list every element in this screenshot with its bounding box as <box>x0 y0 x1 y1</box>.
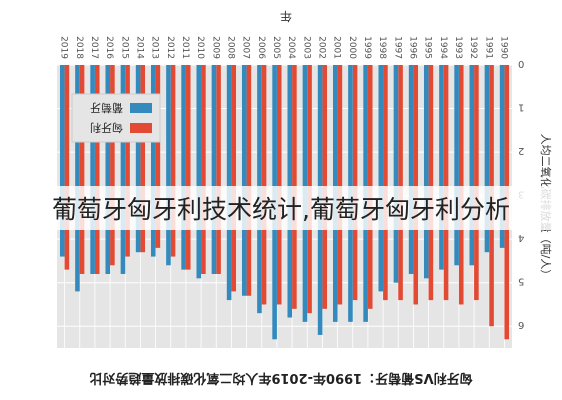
bar-hungary-2001 <box>337 65 343 305</box>
bar-hungary-2016 <box>110 65 115 266</box>
x-tick-label: 2014 <box>134 36 144 59</box>
bar-hungary-1993 <box>458 65 464 305</box>
x-tick-label: 2001 <box>332 36 342 59</box>
x-tick-label: 1990 <box>498 36 508 59</box>
bar-hungary-2012 <box>170 65 176 257</box>
bar-portugal-2015 <box>120 65 126 274</box>
bar-hungary-2018 <box>79 65 85 274</box>
bar-hungary-1998 <box>383 65 388 301</box>
x-tick-label: 2016 <box>104 36 114 59</box>
bar-portugal-2009 <box>211 65 217 274</box>
bar-portugal-1991 <box>484 65 490 253</box>
bar-hungary-2007 <box>246 65 252 296</box>
bar-hungary-1997 <box>398 65 403 301</box>
bar-hungary-2015 <box>125 65 130 257</box>
bar-portugal-1996 <box>408 65 414 274</box>
bar-hungary-1995 <box>428 65 434 301</box>
y-tick-label: 4 <box>518 232 524 243</box>
x-axis-label: 年 <box>280 9 292 23</box>
x-tick-label: 2010 <box>195 36 205 59</box>
bar-portugal-2007 <box>241 65 247 296</box>
bar-hungary-2005 <box>276 65 282 305</box>
x-tick-label: 1991 <box>483 36 493 59</box>
bar-portugal-1993 <box>454 65 459 266</box>
x-tick-label: 1992 <box>468 36 478 59</box>
bar-portugal-2008 <box>226 65 232 301</box>
bar-portugal-2019 <box>59 65 65 257</box>
x-tick-label: 2009 <box>210 36 220 59</box>
bar-portugal-1997 <box>393 65 399 283</box>
y-tick-label: 0 <box>518 58 524 69</box>
legend-label-2: 葡萄牙 <box>90 101 123 114</box>
bar-portugal-2013 <box>150 65 156 257</box>
watermark-banner <box>0 186 562 230</box>
bar-hungary-2014 <box>140 65 146 253</box>
bar-hungary-1994 <box>443 65 449 301</box>
legend: 匈牙利 葡萄牙 <box>71 93 161 143</box>
bar-portugal-2017 <box>90 65 95 274</box>
bar-portugal-2018 <box>75 65 80 292</box>
bar-portugal-2012 <box>166 65 171 266</box>
chart-title: 匈牙利VS葡萄牙：1990年-2019年人均二氧化碳排放量趋势对比 <box>89 370 472 386</box>
x-tick-label: 1998 <box>377 36 387 59</box>
x-tick-label: 1995 <box>423 36 433 59</box>
x-tick-label: 2004 <box>286 36 296 59</box>
x-tick-label: 2008 <box>225 36 235 59</box>
bar-hungary-2019 <box>64 65 70 270</box>
bar-hungary-2011 <box>185 65 191 270</box>
legend-box <box>71 93 161 143</box>
x-tick-label: 2005 <box>271 36 281 59</box>
x-tick-label: 2007 <box>241 36 251 59</box>
x-tick-label: 1997 <box>392 36 402 59</box>
legend-label-1: 匈牙利 <box>90 121 123 135</box>
x-tick-label: 1993 <box>453 36 463 59</box>
bar-hungary-2013 <box>155 65 161 248</box>
bar-portugal-2016 <box>105 65 111 274</box>
bar-hungary-2000 <box>352 65 358 301</box>
bar-portugal-2014 <box>135 65 141 253</box>
bar-portugal-2010 <box>196 65 202 279</box>
x-tick-label: 2015 <box>119 36 129 59</box>
bar-hungary-1992 <box>474 65 479 301</box>
y-tick-label: 5 <box>518 276 524 287</box>
x-tick-label: 1996 <box>407 36 417 59</box>
bar-portugal-1992 <box>469 65 475 266</box>
x-tick-label: 1994 <box>438 36 448 59</box>
y-tick-label: 6 <box>518 319 524 330</box>
bar-portugal-2011 <box>181 65 186 270</box>
tick-labels: 0123456199019911992199319941995199619971… <box>59 36 525 330</box>
x-tick-label: 2019 <box>59 36 69 59</box>
legend-swatch-1 <box>130 123 152 133</box>
bar-portugal-1998 <box>378 65 384 292</box>
x-tick-label: 2018 <box>74 36 84 59</box>
y-tick-label: 2 <box>518 145 524 156</box>
x-tick-label: 1999 <box>362 36 372 59</box>
bar-hungary-2017 <box>94 65 100 274</box>
bar-portugal-1995 <box>423 65 429 279</box>
x-tick-label: 2000 <box>347 36 357 59</box>
x-tick-label: 2003 <box>301 36 311 59</box>
bar-portugal-1994 <box>439 65 444 270</box>
bar-hungary-1996 <box>413 65 419 305</box>
x-tick-label: 2013 <box>150 36 160 59</box>
x-tick-label: 2006 <box>256 36 266 59</box>
legend-swatch-2 <box>130 103 152 113</box>
x-tick-label: 2012 <box>165 36 175 59</box>
bar-hungary-2006 <box>261 65 267 305</box>
bar-hungary-2010 <box>201 65 206 274</box>
x-tick-label: 2017 <box>89 36 99 59</box>
overlay-caption: 葡萄牙匈牙利技术统计,葡萄牙匈牙利分析 <box>52 195 510 224</box>
x-tick-label: 2011 <box>180 36 190 59</box>
bar-portugal-1990 <box>499 65 505 248</box>
x-tick-label: 2002 <box>316 36 326 59</box>
bar-hungary-2009 <box>216 65 221 274</box>
bar-hungary-2008 <box>231 65 237 292</box>
y-tick-label: 1 <box>518 102 524 113</box>
